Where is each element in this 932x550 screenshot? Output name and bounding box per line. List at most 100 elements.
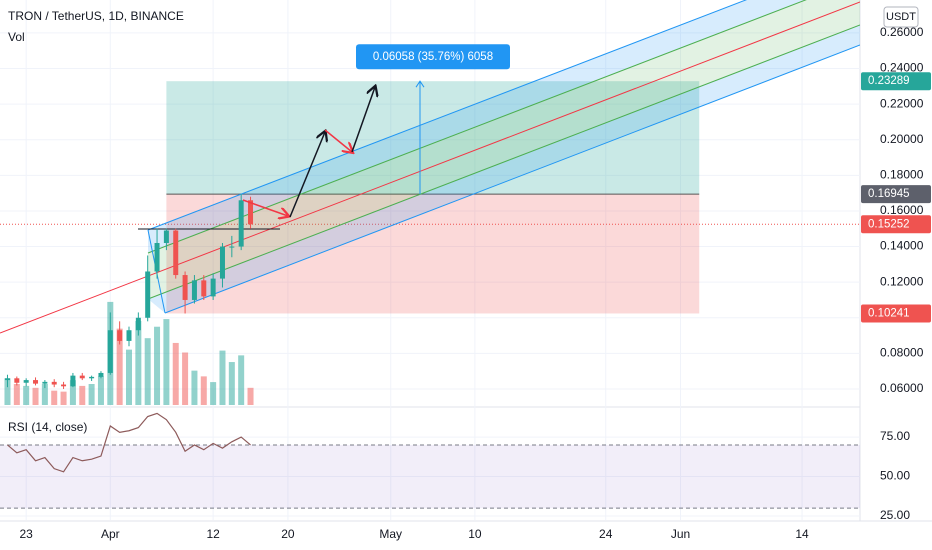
- volume-bar: [144, 338, 151, 405]
- stop-zone: [166, 194, 700, 314]
- price-tag: [861, 215, 931, 234]
- y-tick-label: 0.26000: [880, 25, 924, 39]
- fork-fill: [148, 25, 860, 313]
- candle-body: [4, 378, 10, 381]
- candle-body: [98, 372, 104, 377]
- candle-body: [201, 280, 207, 297]
- candle-body: [238, 200, 244, 247]
- candle-body: [126, 330, 132, 341]
- volume-bar: [60, 391, 67, 405]
- x-tick-label: 14: [795, 527, 809, 541]
- y-tick-label: 0.20000: [880, 132, 924, 146]
- currency: USDT: [886, 11, 916, 23]
- x-tick-label: May: [379, 527, 402, 541]
- fork-line: [164, 44, 860, 314]
- fork-median: [0, 1, 860, 334]
- rsi-label: RSI (14, close): [8, 420, 87, 434]
- candle-body: [107, 330, 113, 373]
- volume-bar: [219, 350, 226, 405]
- plot: 0.26000 0.24000 0.22000 0.20000 0.18000 0.160…: [4, 25, 931, 541]
- target-zone: [166, 81, 700, 195]
- volume-bar: [32, 387, 39, 405]
- fork-handle: [147, 229, 166, 314]
- volume-bar: [23, 385, 30, 405]
- volume-bar: [200, 376, 207, 405]
- volume-bar: [210, 382, 217, 405]
- volume-bar: [182, 352, 189, 405]
- y-tick-label: 0.12000: [880, 274, 924, 288]
- volume-bar: [116, 328, 123, 405]
- rsi-tick-label: 25.00: [880, 508, 910, 522]
- measure-label-box: [356, 44, 510, 70]
- volume-bar: [97, 376, 104, 405]
- rsi-tick-label: 75.00: [880, 429, 910, 443]
- candle-body: [42, 381, 48, 384]
- candle-body: [248, 200, 254, 225]
- arrow: [324, 129, 352, 152]
- x-tick-label: 24: [599, 527, 613, 541]
- candle-body: [89, 376, 95, 379]
- candle-body: [61, 384, 67, 387]
- volume-bar: [88, 384, 95, 405]
- volume-bar: [135, 321, 142, 405]
- candle-body: [14, 378, 20, 383]
- candle-body: [191, 280, 197, 300]
- price-tag: [861, 304, 931, 323]
- candle-body: [229, 246, 235, 248]
- volume-bar: [41, 384, 48, 405]
- candle-body: [210, 278, 216, 297]
- volume-bar: [4, 378, 11, 405]
- price-tag-label: 0.23289: [868, 75, 910, 87]
- measure-label: 0.06058 (35.76%) 6058: [373, 51, 493, 63]
- y-tick-label: 0.14000: [880, 239, 924, 253]
- fork-line: [147, 0, 748, 231]
- volume-bar: [69, 380, 76, 405]
- candle-body: [145, 271, 151, 318]
- arrow: [289, 132, 325, 218]
- volume-bar: [126, 349, 132, 405]
- candle-body: [70, 375, 76, 387]
- rsi-tick-label: 50.00: [880, 469, 910, 483]
- y-tick-label: 0.22000: [880, 96, 924, 110]
- price-tag-label: 0.15252: [868, 218, 910, 230]
- rsi-line: [7, 412, 251, 473]
- measure-arrowhead: [415, 80, 425, 88]
- arrows: [242, 87, 375, 218]
- price-tag: [861, 185, 931, 204]
- currency-box: [883, 6, 919, 28]
- volume-bar: [163, 319, 170, 405]
- arrow: [242, 199, 288, 216]
- chart-title: TRON / TetherUS, 1D, BINANCE: [8, 9, 184, 23]
- volume-bar: [79, 385, 86, 405]
- rsi-band: [0, 444, 860, 509]
- price-tag: [861, 72, 931, 91]
- volume-label: Vol: [8, 30, 25, 44]
- x-tick-label: 12: [206, 527, 220, 541]
- y-tick-label: 0.06000: [880, 381, 924, 395]
- volume-bar: [172, 342, 179, 405]
- y-tick-label: 0.08000: [880, 346, 924, 360]
- candle-body: [51, 381, 57, 385]
- x-tick-label: Jun: [671, 527, 690, 541]
- candle-body: [135, 317, 141, 331]
- candle-body: [163, 230, 169, 243]
- volume-bar: [238, 355, 245, 405]
- volume-bar: [51, 390, 58, 405]
- candle-body: [33, 380, 39, 384]
- candle-body: [173, 230, 179, 276]
- volume-bar: [154, 326, 161, 405]
- x-tick-label: Apr: [101, 527, 120, 541]
- candle-body: [219, 246, 225, 279]
- volume-bar: [13, 384, 20, 405]
- price-tag-label: 0.10241: [868, 308, 910, 320]
- fork-fill: [148, 0, 860, 299]
- price-tag-label: 0.16945: [868, 188, 910, 200]
- volume-bar: [228, 362, 235, 405]
- y-tick-label: 0.24000: [880, 61, 924, 75]
- pitchfork: [0, 0, 860, 334]
- background: [0, 0, 932, 522]
- candle-body: [23, 380, 29, 383]
- volume-bar: [247, 387, 254, 405]
- candle-body: [79, 375, 85, 379]
